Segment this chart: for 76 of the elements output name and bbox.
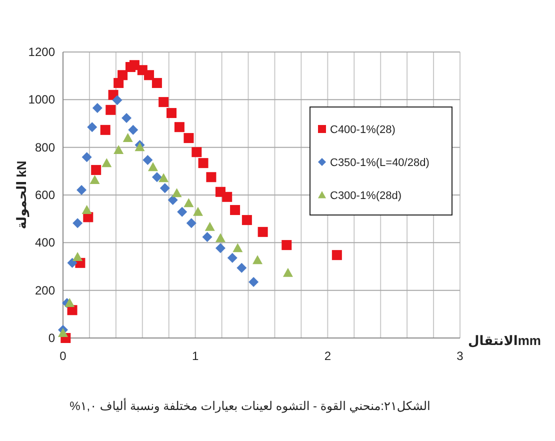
y-tick-label: 400 <box>34 236 56 250</box>
point <box>106 104 116 115</box>
point <box>192 206 203 216</box>
point <box>148 162 158 172</box>
point <box>206 172 216 182</box>
point <box>158 173 169 182</box>
point <box>144 70 154 80</box>
point <box>129 60 140 70</box>
point <box>192 147 202 158</box>
point <box>258 226 268 237</box>
point <box>87 122 98 132</box>
x-tick-label: 1 <box>192 349 199 363</box>
x-tick-label: 0 <box>60 349 67 363</box>
point <box>282 240 292 250</box>
y-tick-label: 800 <box>34 140 56 154</box>
point <box>122 113 132 124</box>
y-tick-label: 1200 <box>28 45 56 59</box>
point <box>72 252 83 261</box>
point <box>184 133 194 144</box>
point <box>82 205 92 214</box>
point <box>282 268 293 277</box>
point <box>76 184 87 195</box>
point <box>100 124 110 135</box>
y-tick-label: 1000 <box>28 92 56 107</box>
legend-label: C350-1%(L=40/28d) <box>330 157 430 169</box>
point <box>112 95 122 106</box>
point <box>91 164 102 175</box>
y-tick-label: 200 <box>34 283 56 298</box>
point <box>92 103 102 114</box>
point <box>90 174 100 184</box>
y-tick-label: 0 <box>48 331 56 345</box>
point <box>114 144 124 154</box>
point <box>58 328 68 337</box>
point <box>160 183 170 194</box>
point <box>198 158 208 168</box>
point <box>242 215 252 226</box>
point <box>236 262 247 273</box>
point <box>222 192 232 202</box>
point <box>177 206 188 217</box>
point <box>184 198 194 208</box>
point <box>215 243 226 254</box>
point <box>230 205 240 216</box>
point <box>152 172 162 182</box>
point <box>332 250 342 260</box>
point <box>202 232 212 242</box>
point <box>227 252 238 263</box>
point <box>82 152 92 162</box>
point <box>248 276 259 287</box>
point <box>122 133 133 142</box>
y-tick-label: 600 <box>34 188 56 202</box>
point <box>102 158 112 168</box>
x-axis-title: الانتقالmm <box>468 333 541 348</box>
x-tick-label: 2 <box>324 349 332 363</box>
x-tick-label: 3 <box>456 349 464 363</box>
point <box>174 122 184 132</box>
point <box>215 233 226 242</box>
point <box>72 218 83 228</box>
point <box>168 195 178 206</box>
point <box>252 255 263 264</box>
point <box>158 97 169 108</box>
point <box>118 70 128 80</box>
point <box>67 258 78 268</box>
point <box>134 142 145 152</box>
y-axis-title: الحمولة kN <box>14 160 30 230</box>
point <box>232 243 243 252</box>
legend-label: C400-1%(28) <box>330 124 396 136</box>
point <box>128 124 138 135</box>
point <box>152 78 162 88</box>
point <box>172 188 182 198</box>
text: الشكل٢١:منحني القوة - التشوه لعينات بعيارات مختلفة ونسبة ألياف ١,٠% <box>70 398 430 413</box>
point <box>166 108 177 118</box>
legend-label: C300-1%(28d) <box>330 190 402 202</box>
point <box>142 154 153 165</box>
point <box>186 218 196 228</box>
point <box>64 298 75 307</box>
point <box>204 222 215 231</box>
